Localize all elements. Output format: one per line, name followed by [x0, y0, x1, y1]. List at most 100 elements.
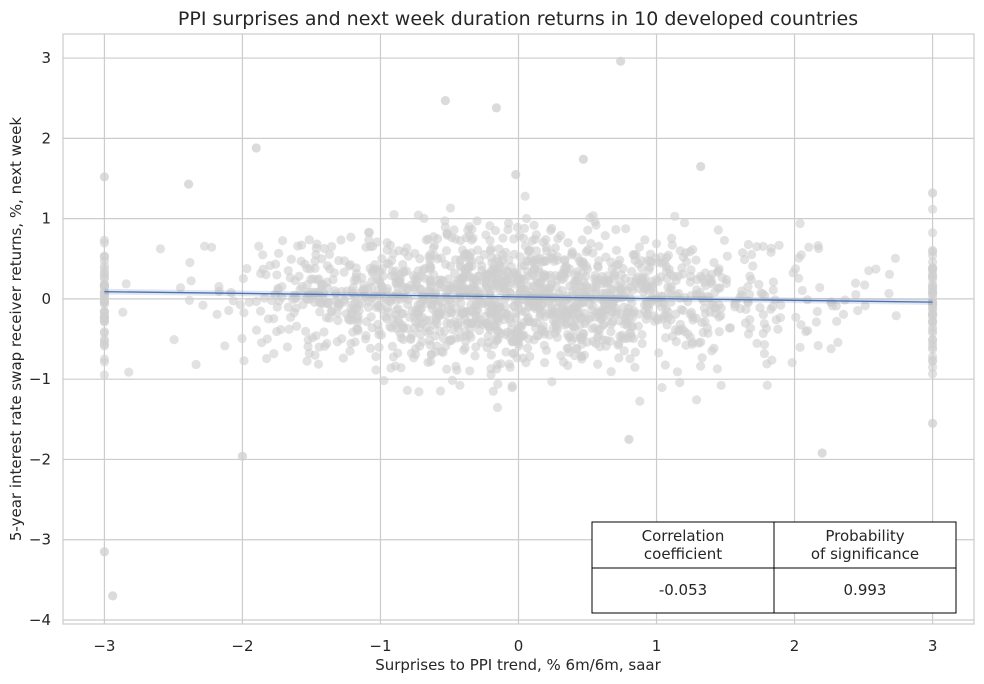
scatter-point [451, 303, 461, 313]
scatter-point [339, 267, 349, 277]
scatter-point [635, 396, 645, 406]
scatter-point [741, 304, 751, 314]
scatter-point [301, 326, 311, 337]
scatter-point [495, 285, 506, 296]
scatter-point [99, 316, 110, 326]
y-tick-label: −2 [29, 450, 51, 468]
scatter-point [791, 312, 801, 322]
scatter-point [599, 300, 610, 310]
scatter-point [600, 230, 610, 241]
scatter-point [642, 309, 653, 319]
scatter-point [258, 250, 268, 260]
scatter-point [518, 233, 529, 243]
scatter-point [699, 303, 710, 313]
scatter-point [672, 367, 683, 377]
scatter-point [457, 273, 467, 283]
scatter-point [372, 237, 382, 247]
scatter-point [493, 379, 503, 389]
scatter-point [686, 307, 696, 317]
scatter-point [501, 291, 511, 301]
scatter-point [678, 305, 688, 316]
scatter-point [548, 316, 559, 326]
scatter-point [864, 266, 874, 276]
scatter-point [525, 297, 535, 307]
regression-line-group [104, 288, 933, 305]
scatter-point [312, 239, 322, 249]
scatter-point [226, 287, 236, 298]
scatter-point [425, 264, 435, 275]
scatter-point [812, 306, 822, 317]
scatter-point [716, 380, 726, 391]
scatter-point [382, 284, 393, 294]
scatter-point [535, 277, 545, 287]
scatter-point [473, 285, 483, 295]
scatter-point [563, 344, 573, 354]
scatter-point [651, 253, 661, 263]
scatter-point [318, 280, 328, 290]
x-tick-label: −1 [369, 637, 391, 655]
scatter-point [485, 246, 495, 256]
scatter-point [191, 359, 201, 370]
y-tick-labels: 3 2 1 0 −1 −2 −3 −4 [29, 49, 51, 629]
scatter-point [768, 277, 779, 287]
scatter-point [320, 341, 330, 351]
scatter-point [927, 335, 938, 345]
scatter-point [581, 271, 591, 281]
scatter-point [367, 276, 377, 286]
stats-value-probability: 0.993 [844, 581, 887, 599]
scatter-point [440, 326, 450, 336]
scatter-point [576, 351, 587, 361]
scatter-point [512, 324, 523, 334]
scatter-point [442, 230, 452, 240]
scatter-point [675, 293, 685, 303]
scatter-point [713, 225, 723, 235]
scatter-point [350, 337, 360, 347]
scatter-point [331, 288, 341, 299]
scatter-point [606, 327, 616, 337]
scatter-point [547, 223, 557, 234]
scatter-point [445, 261, 456, 271]
scatter-point [464, 272, 474, 282]
scatter-point [547, 377, 557, 387]
scatter-point [251, 296, 261, 307]
scatter-point [618, 263, 628, 274]
scatter-point [427, 281, 437, 291]
y-tick-label: 3 [41, 49, 51, 67]
stats-header-line: Probability [825, 527, 904, 545]
x-tick-label: −3 [93, 637, 115, 655]
scatter-point [691, 255, 701, 265]
scatter-point [435, 279, 445, 289]
scatter-point [759, 348, 769, 359]
scatter-point [553, 234, 563, 244]
scatter-point [262, 353, 272, 364]
y-tick-label: −1 [29, 370, 51, 388]
scatter-point [491, 103, 502, 113]
scatter-point [637, 256, 647, 266]
scatter-point [712, 364, 722, 374]
scatter-point [512, 222, 522, 232]
scatter-point [545, 283, 555, 294]
scatter-point [382, 238, 392, 248]
scatter-point [450, 268, 460, 278]
scatter-point [766, 247, 776, 257]
scatter-point [364, 235, 374, 245]
scatter-point [927, 272, 938, 282]
scatter-point [768, 285, 778, 295]
x-tick-labels: −3 −2 −1 0 1 2 3 [93, 637, 937, 655]
scatter-point [486, 364, 496, 374]
scatter-point [927, 283, 938, 293]
scatter-point [342, 286, 352, 296]
scatter-point [238, 273, 248, 284]
scatter-point [336, 235, 346, 245]
scatter-point [525, 351, 535, 362]
scatter-point [436, 253, 446, 263]
scatter-point [611, 245, 622, 255]
scatter-point [755, 302, 765, 313]
scatter-point [660, 360, 670, 370]
scatter-point [224, 305, 234, 316]
scatter-point [376, 330, 387, 340]
scatter-point [541, 345, 552, 355]
scatter-point [580, 318, 590, 329]
scatter-point [606, 367, 616, 377]
scatter-point [310, 263, 320, 274]
